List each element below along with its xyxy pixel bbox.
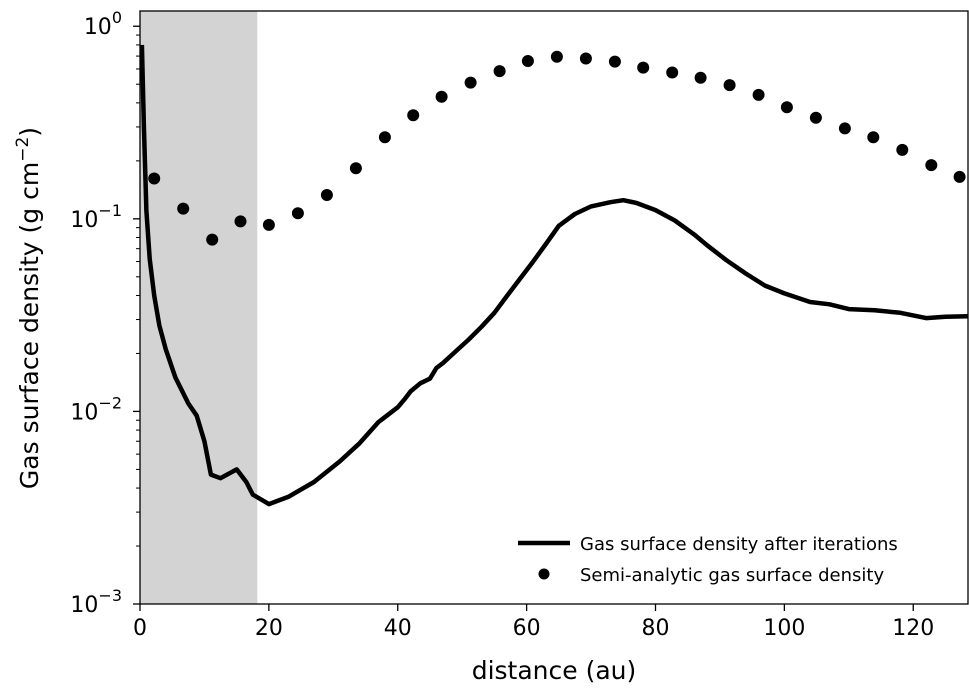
- data-point-semi-analytic: [464, 76, 477, 89]
- data-point-semi-analytic: [177, 202, 190, 215]
- x-tick-label: 40: [384, 616, 412, 641]
- y-tick-label: 10−3: [70, 586, 122, 618]
- y-axis-label-close: ): [15, 127, 44, 137]
- y-tick-label: 10−1: [70, 201, 122, 233]
- y-axis-label: Gas surface density (g cm−2): [13, 127, 44, 489]
- data-point-semi-analytic: [694, 71, 707, 84]
- y-axis-label-main: Gas surface density (g cm: [15, 162, 44, 489]
- x-tick-label: 120: [892, 616, 934, 641]
- data-point-semi-analytic: [262, 218, 275, 231]
- legend-label-series-1: Gas surface density after iterations: [580, 534, 898, 555]
- y-tick-base: 10: [70, 208, 98, 233]
- data-point-semi-analytic: [291, 207, 304, 220]
- data-point-semi-analytic: [435, 90, 448, 103]
- data-point-semi-analytic: [838, 122, 851, 135]
- data-point-semi-analytic: [320, 189, 333, 201]
- data-point-semi-analytic: [780, 101, 793, 114]
- x-tick-label: 0: [133, 616, 147, 641]
- data-point-semi-analytic: [378, 131, 391, 144]
- shaded-region: [140, 11, 258, 604]
- data-point-semi-analytic: [148, 172, 161, 185]
- y-axis-label-exponent: −2: [13, 137, 33, 162]
- x-tick-label: 20: [255, 616, 283, 641]
- y-tick-label: 100: [84, 8, 122, 40]
- y-tick-exponent: −1: [98, 201, 122, 220]
- data-point-semi-analytic: [407, 109, 420, 122]
- y-tick-base: 10: [70, 593, 98, 618]
- x-tick-label: 80: [641, 616, 669, 641]
- data-point-semi-analytic: [953, 170, 966, 183]
- x-axis-label: distance (au): [472, 656, 637, 685]
- legend: Gas surface density after iterations Sem…: [518, 534, 898, 586]
- data-point-semi-analytic: [637, 61, 650, 74]
- data-point-semi-analytic: [896, 143, 909, 156]
- data-point-semi-analytic: [666, 66, 679, 79]
- y-tick-exponent: −2: [98, 393, 122, 412]
- data-point-semi-analytic: [206, 233, 219, 246]
- data-point-semi-analytic: [579, 52, 592, 65]
- data-point-semi-analytic: [493, 65, 506, 78]
- x-tick-label: 60: [513, 616, 541, 641]
- x-tick-label: 100: [763, 616, 805, 641]
- series-layer: [140, 44, 968, 507]
- y-tick-base: 10: [84, 15, 112, 40]
- data-point-semi-analytic: [234, 215, 247, 228]
- data-point-semi-analytic: [521, 55, 534, 67]
- data-point-semi-analytic: [608, 55, 621, 68]
- data-point-semi-analytic: [809, 111, 822, 124]
- series-line-iterations: [140, 44, 968, 507]
- data-point-semi-analytic: [550, 50, 563, 63]
- data-point-semi-analytic: [349, 162, 362, 175]
- y-tick-exponent: 0: [112, 8, 122, 27]
- data-point-semi-analytic: [723, 79, 736, 92]
- data-point-semi-analytic: [867, 131, 880, 144]
- y-tick-exponent: −3: [98, 586, 122, 605]
- x-axis: 0 20 40 60 80 100 120: [133, 604, 934, 641]
- y-tick-base: 10: [70, 400, 98, 425]
- data-point-semi-analytic: [925, 159, 938, 172]
- plot-frame: [139, 10, 969, 605]
- legend-label-series-2: Semi-analytic gas surface density: [580, 565, 884, 586]
- legend-dot-marker: [538, 568, 550, 580]
- y-tick-label: 10−2: [70, 393, 122, 425]
- data-point-semi-analytic: [752, 88, 765, 101]
